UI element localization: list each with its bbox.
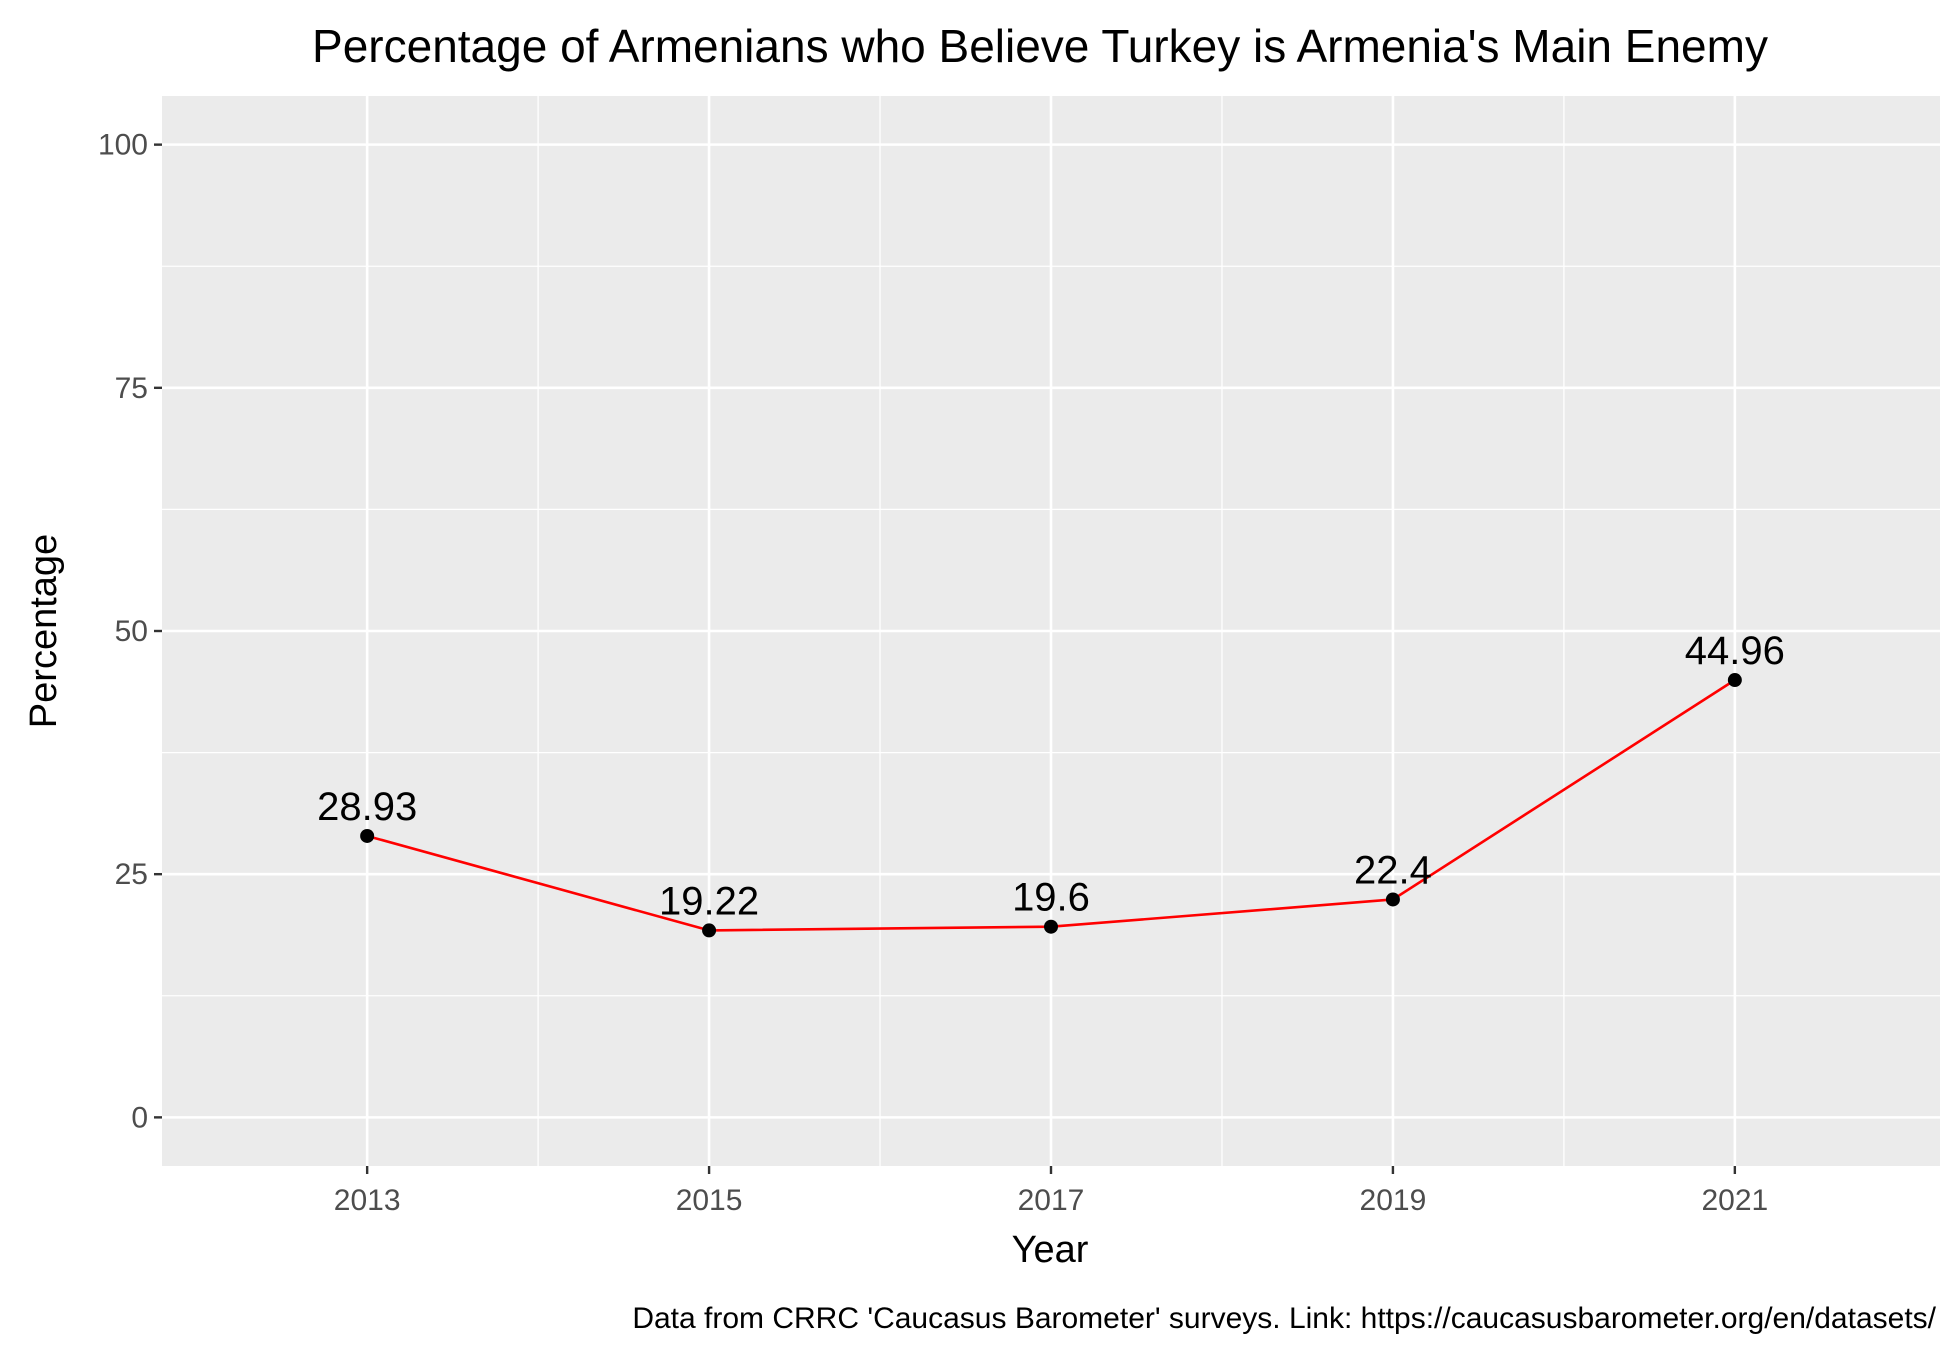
y-axis: 0 25 50 75 100 — [98, 129, 162, 1134]
x-tick-label: 2017 — [1018, 1184, 1085, 1217]
data-label: 19.6 — [1012, 876, 1090, 920]
x-axis-title: Year — [1012, 1229, 1089, 1271]
data-point — [1044, 919, 1058, 934]
chart-title: Percentage of Armenians who Believe Turk… — [312, 20, 1768, 72]
data-label: 44.96 — [1685, 629, 1785, 673]
data-labels: 28.93 19.22 19.6 22.4 44.96 — [317, 629, 1785, 923]
x-tick-label: 2013 — [334, 1184, 401, 1217]
data-label: 19.22 — [659, 879, 759, 923]
data-point — [1727, 673, 1742, 688]
data-point — [1385, 892, 1400, 907]
caption: Data from CRRC 'Caucasus Barometer' surv… — [632, 1302, 1936, 1335]
data-point — [360, 828, 375, 843]
y-tick-label: 0 — [131, 1101, 148, 1134]
x-tick-label: 2021 — [1701, 1184, 1768, 1217]
major-gridlines — [162, 96, 1940, 1166]
series-points — [360, 673, 1742, 938]
y-tick-label: 75 — [115, 372, 148, 405]
data-point — [702, 923, 717, 938]
y-tick-label: 25 — [115, 858, 148, 891]
y-tick-label: 50 — [115, 615, 148, 648]
x-axis: 2013 2015 2017 2019 2021 — [334, 1166, 1768, 1217]
data-label: 22.4 — [1354, 848, 1432, 892]
y-axis-title: Percentage — [23, 534, 65, 728]
data-label: 28.93 — [317, 785, 417, 829]
x-tick-label: 2019 — [1360, 1184, 1427, 1217]
y-tick-label: 100 — [98, 129, 148, 162]
x-tick-label: 2015 — [676, 1184, 743, 1217]
